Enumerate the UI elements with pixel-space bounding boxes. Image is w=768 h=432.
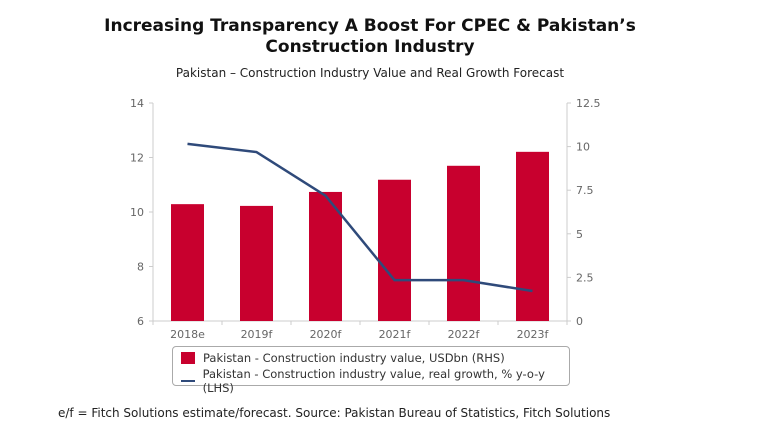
left-tick-label: 12 bbox=[130, 152, 144, 165]
x-tick-label: 2020f bbox=[310, 328, 343, 341]
right-tick-label: 12.5 bbox=[576, 97, 601, 110]
x-tick-label: 2023f bbox=[517, 328, 550, 341]
right-tick-label: 2.5 bbox=[576, 271, 594, 284]
left-tick-label: 10 bbox=[130, 206, 144, 219]
x-tick-label: 2018e bbox=[170, 328, 205, 341]
legend-item-line: Pakistan - Construction industry value, … bbox=[181, 367, 569, 395]
x-tick-label: 2021f bbox=[379, 328, 412, 341]
bar bbox=[516, 151, 549, 321]
legend-label: Pakistan - Construction industry value, … bbox=[202, 367, 545, 395]
bar bbox=[309, 191, 342, 321]
line-swatch bbox=[181, 380, 195, 382]
footnote: e/f = Fitch Solutions estimate/forecast.… bbox=[58, 406, 611, 420]
right-tick-label: 10 bbox=[576, 141, 590, 154]
bar bbox=[378, 179, 411, 321]
legend-item-bar: Pakistan - Construction industry value, … bbox=[181, 351, 505, 365]
page-title: Increasing Transparency A Boost For CPEC… bbox=[104, 16, 636, 57]
right-tick-label: 5 bbox=[576, 228, 583, 241]
left-tick-label: 6 bbox=[137, 315, 144, 328]
growth-line bbox=[187, 142, 533, 293]
left-tick-label: 8 bbox=[137, 261, 144, 274]
bar-swatch bbox=[181, 352, 195, 364]
legend: Pakistan - Construction industry value, … bbox=[172, 346, 570, 395]
right-tick-label: 7.5 bbox=[576, 184, 594, 197]
bar bbox=[171, 204, 204, 321]
chart-title: Pakistan – Construction Industry Value a… bbox=[175, 66, 565, 80]
x-tick-label: 2019f bbox=[241, 328, 274, 341]
x-tick-label: 2022f bbox=[448, 328, 481, 341]
bar bbox=[240, 205, 273, 321]
left-tick-label: 14 bbox=[130, 97, 144, 110]
bar bbox=[447, 165, 480, 321]
right-tick-label: 0 bbox=[576, 315, 583, 328]
legend-label: Pakistan - Construction industry value, … bbox=[203, 351, 505, 365]
